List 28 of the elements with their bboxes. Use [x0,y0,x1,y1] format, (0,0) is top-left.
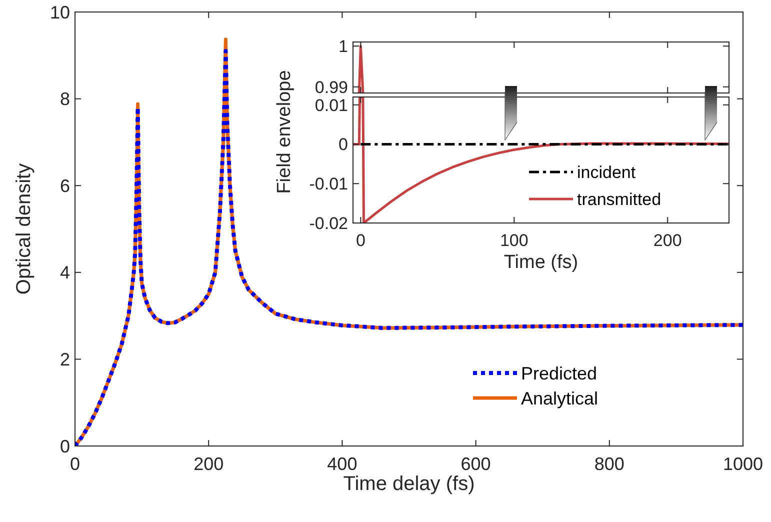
x-tick-label: 200 [653,231,682,250]
x-tick-label: 0 [356,231,366,250]
y-tick-label: -0.01 [309,174,348,194]
x-tick-label: 100 [500,231,528,250]
legend-label: Predicted [521,363,598,384]
y-axis-title: Optical density [13,163,35,295]
x-axis-title: Time (fs) [504,252,578,273]
y-tick-label: -0.02 [309,214,348,233]
y-axis-title: Field envelope [274,70,295,194]
y-tick-label: 0.99 [314,78,348,97]
y-tick-label: 2 [60,350,70,370]
y-tick-label: 4 [60,262,70,283]
x-tick-label: 200 [194,454,224,474]
x-axis-title: Time delay (fs) [343,473,475,495]
legend-label: Analytical [521,388,598,408]
legend-label: incident [577,162,636,182]
x-tick-label: 1000 [722,454,764,474]
y-tick-label: 6 [60,176,70,196]
legend-label: transmitted [577,190,662,209]
y-tick-label: 0 [60,436,70,456]
x-tick-label: 400 [327,454,358,474]
y-tick-label: 8 [60,89,70,110]
y-tick-label: 10 [50,2,70,22]
y-tick-label: 0.01 [314,96,348,115]
y-tick-label: 0 [338,135,348,154]
x-tick-label: 600 [460,454,491,474]
y-tick-label: 1 [338,37,348,56]
x-tick-label: 800 [594,454,624,474]
